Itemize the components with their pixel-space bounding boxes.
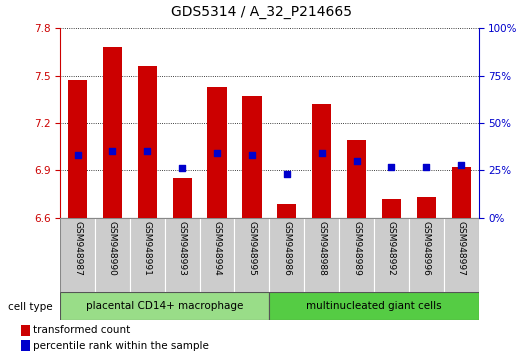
Text: GSM948987: GSM948987 xyxy=(73,222,82,276)
Text: GSM948997: GSM948997 xyxy=(457,222,465,276)
Text: GDS5314 / A_32_P214665: GDS5314 / A_32_P214665 xyxy=(171,5,352,19)
Bar xyxy=(339,218,374,292)
Text: GSM948996: GSM948996 xyxy=(422,222,431,276)
Bar xyxy=(103,47,122,218)
Bar xyxy=(451,167,471,218)
Point xyxy=(353,158,361,164)
Text: GSM948990: GSM948990 xyxy=(108,222,117,276)
Bar xyxy=(68,80,87,218)
Point xyxy=(422,164,430,170)
Bar xyxy=(374,218,409,292)
Text: transformed count: transformed count xyxy=(33,325,130,336)
Text: GSM948988: GSM948988 xyxy=(317,222,326,276)
Point xyxy=(457,162,465,167)
Bar xyxy=(173,178,192,218)
Bar xyxy=(20,340,29,352)
Bar xyxy=(60,292,269,320)
Bar xyxy=(234,218,269,292)
Text: GSM948993: GSM948993 xyxy=(178,222,187,276)
Bar xyxy=(409,218,444,292)
Bar xyxy=(60,218,95,292)
Text: GSM948989: GSM948989 xyxy=(352,222,361,276)
Bar xyxy=(165,218,200,292)
Point xyxy=(317,150,326,156)
Text: multinucleated giant cells: multinucleated giant cells xyxy=(306,301,442,311)
Point xyxy=(387,164,395,170)
Point xyxy=(108,149,117,154)
Text: cell type: cell type xyxy=(8,302,52,312)
Point xyxy=(178,166,186,171)
Bar xyxy=(417,197,436,218)
Point xyxy=(73,152,82,158)
Bar xyxy=(200,218,234,292)
Text: GSM948986: GSM948986 xyxy=(282,222,291,276)
Bar xyxy=(242,96,262,218)
Bar xyxy=(20,325,29,336)
Point xyxy=(213,150,221,156)
Bar xyxy=(95,218,130,292)
Bar xyxy=(347,141,366,218)
Bar xyxy=(138,66,157,218)
Point xyxy=(282,171,291,177)
Bar xyxy=(277,204,297,218)
Bar xyxy=(269,292,479,320)
Bar xyxy=(208,87,226,218)
Bar xyxy=(312,104,331,218)
Point xyxy=(248,152,256,158)
Text: GSM948995: GSM948995 xyxy=(247,222,256,276)
Point xyxy=(143,149,152,154)
Bar xyxy=(304,218,339,292)
Text: GSM948994: GSM948994 xyxy=(212,222,222,276)
Bar xyxy=(130,218,165,292)
Text: GSM948992: GSM948992 xyxy=(387,222,396,276)
Text: percentile rank within the sample: percentile rank within the sample xyxy=(33,341,209,351)
Text: GSM948991: GSM948991 xyxy=(143,222,152,276)
Text: placental CD14+ macrophage: placental CD14+ macrophage xyxy=(86,301,243,311)
Bar xyxy=(382,199,401,218)
Bar xyxy=(269,218,304,292)
Bar xyxy=(444,218,479,292)
